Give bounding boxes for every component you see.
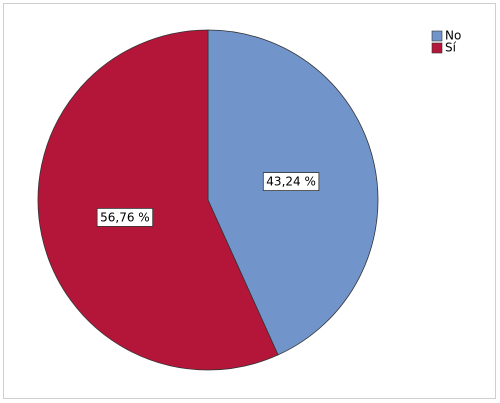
pie-slice	[37, 29, 279, 371]
legend-marker	[431, 30, 443, 42]
legend-marker	[431, 42, 443, 54]
data-label-box	[262, 172, 320, 191]
data-label: 43,24 %	[266, 175, 316, 189]
legend-label: No	[445, 29, 461, 43]
data-label-box	[96, 208, 154, 227]
legend-label: Sí	[445, 41, 457, 55]
data-label: 56,76 %	[100, 210, 150, 224]
pie-slice	[207, 29, 379, 356]
